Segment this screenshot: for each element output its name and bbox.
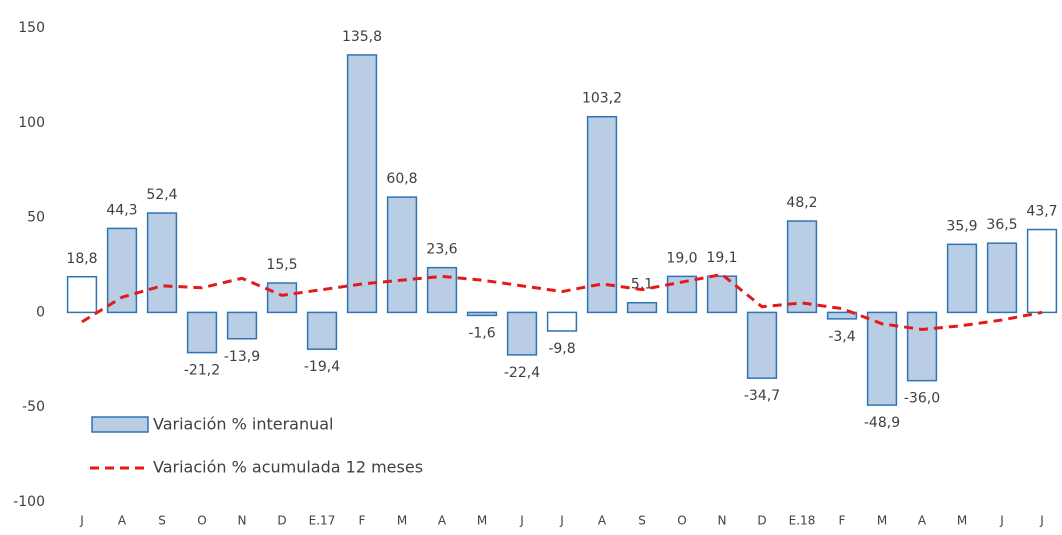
data-label: -34,7 [744,388,780,404]
y-tick-label: 50 [27,210,45,226]
bar [226,311,258,340]
bar [866,311,898,406]
legend-label: Variación % acumulada 12 meses [153,458,423,477]
data-label: -36,0 [904,391,940,407]
x-tick-label: E.18 [789,514,816,528]
data-label: -48,9 [864,415,900,431]
x-tick-label: J [519,514,524,528]
x-tick-label: J [559,514,564,528]
x-tick-label: N [238,514,247,528]
bar [626,301,658,314]
bar [1026,228,1058,314]
x-tick-label: M [957,514,967,528]
bar [746,311,778,379]
data-label: -13,9 [224,349,260,365]
x-tick-label: J [79,514,84,528]
bar [66,276,98,314]
data-label: 48,2 [786,195,817,211]
data-label: 103,2 [582,91,622,107]
data-label: -1,6 [468,325,495,341]
y-tick-label: -50 [22,399,45,415]
bar [706,275,738,314]
x-tick-label: A [598,514,607,528]
x-tick-label: M [397,514,407,528]
data-label: 43,7 [1026,204,1057,220]
y-tick-label: -100 [13,494,45,510]
data-label: -9,8 [548,341,575,357]
bar [346,54,378,314]
data-label: 36,5 [986,217,1017,233]
data-label: 18,8 [66,251,97,267]
bar [106,227,138,314]
bar [386,196,418,314]
data-label: 19,1 [706,250,737,266]
x-tick-label: D [277,514,286,528]
bar [786,220,818,314]
data-label: 52,4 [146,187,177,203]
x-tick-label: M [877,514,887,528]
bar [306,311,338,350]
bar [506,311,538,356]
x-tick-label: J [1039,514,1044,528]
x-tick-label: S [158,514,166,528]
x-tick-label: F [359,514,366,528]
bar [546,311,578,332]
data-label: 19,0 [666,250,697,266]
bar [146,212,178,314]
bar [586,115,618,314]
data-label: -21,2 [184,363,220,379]
x-tick-label: O [677,514,686,528]
x-tick-label: A [438,514,447,528]
data-label: 35,9 [946,218,977,234]
x-tick-label: F [839,514,846,528]
bar [906,311,938,382]
x-tick-label: D [757,514,766,528]
bar [946,243,978,314]
x-tick-label: M [477,514,487,528]
data-label: -3,4 [828,329,855,345]
line [81,272,1043,331]
x-tick-label: A [118,514,127,528]
y-tick-label: 0 [36,304,45,320]
x-tick-label: J [999,514,1004,528]
x-tick-label: N [718,514,727,528]
y-tick-label: 100 [18,115,45,131]
bar [986,242,1018,314]
x-tick-label: O [197,514,206,528]
data-label: 60,8 [386,171,417,187]
bar [826,311,858,320]
legend-swatch [91,416,149,433]
data-label: 135,8 [342,29,382,45]
data-label: 23,6 [426,242,457,258]
bar [426,266,458,314]
bar [186,311,218,354]
data-label: 15,5 [266,257,297,273]
data-label: -19,4 [304,359,340,375]
x-tick-label: S [638,514,646,528]
x-tick-label: E.17 [309,514,336,528]
x-tick-label: A [918,514,927,528]
data-label: 44,3 [106,202,137,218]
y-tick-label: 150 [18,20,45,36]
legend-label: Variación % interanual [153,415,334,434]
bar [466,311,498,317]
bar [266,282,298,314]
data-label: -22,4 [504,365,540,381]
